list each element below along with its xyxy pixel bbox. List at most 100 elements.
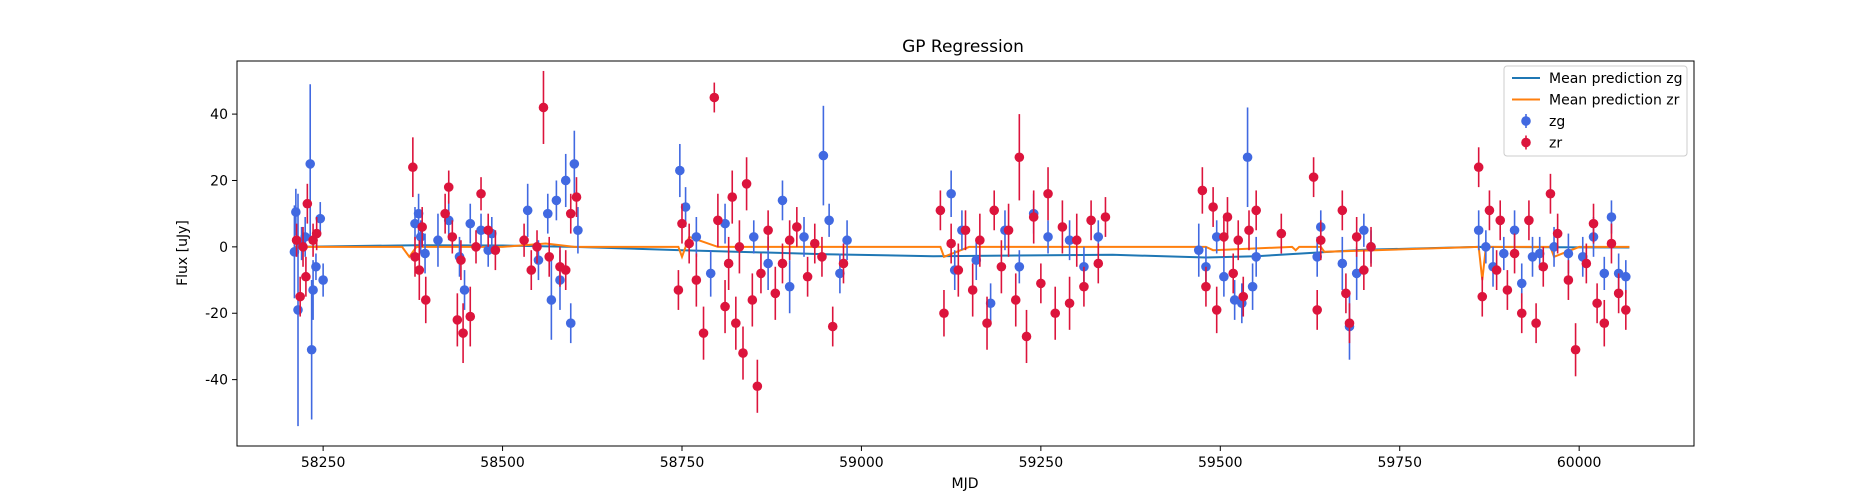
point-zg-63 xyxy=(1229,295,1240,305)
point-zg-66 xyxy=(1247,281,1258,292)
point-zr-66 xyxy=(982,318,992,328)
point-zr-106 xyxy=(1477,291,1488,302)
point-zg-81 xyxy=(1527,252,1538,262)
x-tick-label-59750: 59750 xyxy=(1377,455,1422,471)
point-zg-42 xyxy=(799,232,809,242)
point-zg-33 xyxy=(675,165,685,176)
point-zr-17 xyxy=(458,328,468,338)
point-zr-13 xyxy=(443,182,454,192)
point-zr-52 xyxy=(784,235,795,246)
point-zg-73 xyxy=(1359,225,1369,236)
axes-frame xyxy=(236,60,1695,447)
point-zg-39 xyxy=(763,258,773,269)
point-zr-123 xyxy=(1599,318,1610,328)
point-zg-12 xyxy=(413,208,424,219)
point-zr-25 xyxy=(532,242,542,252)
point-zr-86 xyxy=(1208,202,1218,212)
point-zg-30 xyxy=(565,318,576,328)
series-zg xyxy=(289,84,1631,427)
point-zr-94 xyxy=(1251,205,1261,216)
point-zg-10 xyxy=(318,275,328,285)
point-zr-89 xyxy=(1222,212,1233,222)
point-zg-29 xyxy=(560,175,571,186)
point-zg-67 xyxy=(1251,252,1261,262)
point-zr-117 xyxy=(1552,228,1563,239)
y-tick-label-40: 40 xyxy=(210,107,228,123)
point-zr-63 xyxy=(960,225,971,236)
point-zr-105 xyxy=(1473,162,1484,173)
point-zg-72 xyxy=(1351,268,1362,279)
point-zg-90 xyxy=(1621,271,1631,282)
point-zr-61 xyxy=(946,238,956,249)
point-zr-54 xyxy=(802,271,813,282)
point-zr-76 xyxy=(1050,308,1061,319)
point-zg-51 xyxy=(985,298,996,309)
point-zr-83 xyxy=(1100,212,1111,222)
point-zg-80 xyxy=(1516,278,1527,289)
point-zr-67 xyxy=(989,205,1000,216)
legend-item-zg-label: zg xyxy=(1549,114,1565,130)
point-zr-74 xyxy=(1036,278,1046,289)
point-zg-59 xyxy=(1193,245,1204,255)
point-zr-6 xyxy=(311,228,322,239)
point-zr-72 xyxy=(1021,331,1032,342)
point-zr-125 xyxy=(1613,288,1624,299)
point-zg-9 xyxy=(315,213,326,224)
point-zg-88 xyxy=(1606,212,1617,222)
point-zr-46 xyxy=(747,295,758,305)
point-zr-45 xyxy=(741,179,752,189)
point-zr-50 xyxy=(770,288,781,299)
point-zr-116 xyxy=(1545,188,1556,199)
point-zr-42 xyxy=(731,318,741,328)
point-zr-65 xyxy=(975,235,985,246)
point-zr-16 xyxy=(456,255,466,265)
point-zg-18 xyxy=(459,285,470,295)
point-zr-93 xyxy=(1244,225,1254,236)
point-zr-21 xyxy=(483,225,494,236)
point-zr-114 xyxy=(1531,318,1541,328)
point-zr-95 xyxy=(1276,228,1287,239)
point-zg-8 xyxy=(311,261,321,272)
point-zr-121 xyxy=(1588,218,1599,229)
point-zr-90 xyxy=(1228,268,1239,279)
point-zr-77 xyxy=(1057,222,1068,232)
point-zr-108 xyxy=(1491,265,1502,275)
point-zg-65 xyxy=(1242,152,1253,163)
point-zr-81 xyxy=(1086,215,1096,226)
point-zr-88 xyxy=(1219,232,1229,242)
x-tick-label-58500: 58500 xyxy=(480,455,525,471)
point-zg-6 xyxy=(306,344,317,355)
point-zr-96 xyxy=(1308,172,1319,182)
point-zr-62 xyxy=(953,265,964,275)
point-zr-41 xyxy=(727,192,738,202)
legend-item-zg-marker xyxy=(1521,116,1531,126)
legend-box xyxy=(1503,65,1688,157)
point-zr-75 xyxy=(1043,188,1053,199)
point-zr-91 xyxy=(1233,235,1244,246)
point-zr-68 xyxy=(996,261,1007,272)
point-zr-0 xyxy=(291,235,302,246)
point-zr-40 xyxy=(723,258,734,269)
point-zg-36 xyxy=(705,268,716,279)
point-zg-24 xyxy=(533,255,544,265)
point-zg-46 xyxy=(842,235,852,246)
point-zg-83 xyxy=(1549,242,1559,252)
point-zr-51 xyxy=(777,258,788,269)
point-zr-100 xyxy=(1341,288,1351,299)
point-zr-23 xyxy=(519,235,529,246)
point-zg-41 xyxy=(784,281,795,292)
point-zr-53 xyxy=(792,222,802,232)
x-tick-label-59250: 59250 xyxy=(1019,455,1064,471)
point-zg-25 xyxy=(542,208,553,219)
point-zr-87 xyxy=(1211,305,1222,315)
point-zr-55 xyxy=(809,238,820,249)
point-zr-84 xyxy=(1197,185,1208,196)
x-tick-label-58750: 58750 xyxy=(660,455,705,471)
point-zg-38 xyxy=(748,232,759,242)
point-zg-50 xyxy=(971,255,982,265)
point-zr-70 xyxy=(1010,295,1021,305)
point-zr-82 xyxy=(1093,258,1104,269)
point-zg-11 xyxy=(410,218,420,229)
point-zr-110 xyxy=(1502,285,1513,295)
point-zg-37 xyxy=(720,218,730,229)
